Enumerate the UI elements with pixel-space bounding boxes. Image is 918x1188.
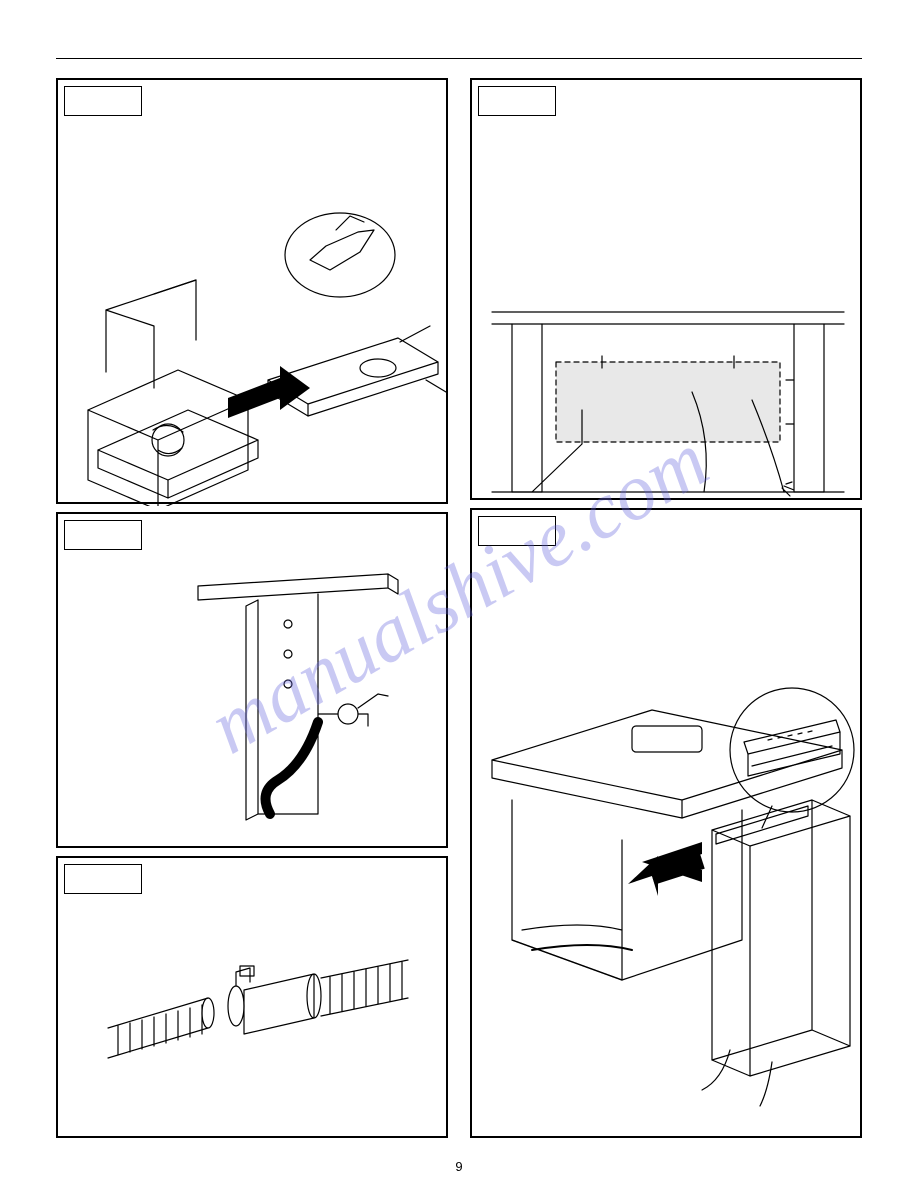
figure-panel-4 [470,78,862,500]
drawing-hose-bracket [58,514,450,850]
drawing-cabinet-opening [472,80,864,502]
header-rule [56,58,862,59]
step-label-box [478,516,556,546]
step-label-box [64,86,142,116]
figure-panel-5 [470,508,862,1138]
drawing-slide-in [472,510,864,1140]
step-label-box [64,520,142,550]
figure-panel-2 [56,512,448,848]
page-number: 9 [455,1159,462,1174]
figure-panel-3 [56,856,448,1138]
drawing-hose-coupler [58,858,450,1140]
step-label-box [478,86,556,116]
figure-panel-1 [56,78,448,504]
drawing-base-tray [58,80,450,506]
step-label-box [64,864,142,894]
